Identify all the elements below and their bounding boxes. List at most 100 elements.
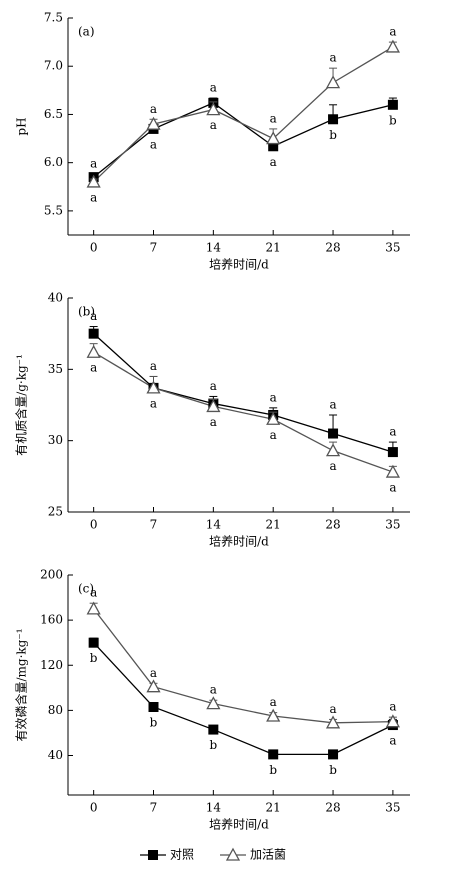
x-tick-label: 0 (90, 518, 98, 532)
x-tick-label: 35 (385, 518, 400, 532)
significance-letter: a (150, 666, 157, 680)
y-tick-label: 7.5 (44, 11, 63, 25)
y-tick-label: 7.0 (44, 59, 63, 73)
significance-letter: a (329, 397, 336, 411)
marker-triangle (325, 443, 341, 457)
legend-label: 对照 (170, 848, 194, 862)
significance-letter: a (210, 118, 217, 132)
y-tick-label: 35 (48, 362, 63, 376)
x-tick-label: 21 (266, 241, 281, 255)
y-tick-label: 40 (48, 748, 63, 762)
marker-square (268, 141, 279, 152)
x-tick-label: 28 (325, 241, 340, 255)
marker-triangle (385, 39, 400, 53)
marker-triangle (266, 131, 281, 145)
panel-label: (b) (78, 305, 95, 319)
significance-letter: a (270, 155, 277, 169)
y-tick-label: 120 (40, 658, 63, 672)
x-tick-label: 7 (150, 801, 158, 815)
x-tick-label: 28 (325, 801, 340, 815)
marker-triangle (86, 174, 101, 188)
marker-square (148, 702, 159, 712)
significance-letter: a (150, 137, 157, 151)
series-line (93, 333, 394, 453)
y-tick-label: 6.0 (44, 155, 63, 169)
significance-letter: a (90, 190, 97, 204)
significance-letter: a (329, 51, 336, 65)
marker-triangle (325, 75, 341, 89)
y-tick-label: 25 (48, 505, 63, 519)
panel-label: (a) (78, 25, 95, 39)
series-line (93, 102, 394, 178)
series-line (93, 608, 393, 724)
x-axis-label: 培养时间/d (209, 257, 269, 272)
significance-letter: a (270, 111, 277, 125)
marker-square (328, 428, 339, 439)
marker-square (208, 724, 219, 735)
marker-square (387, 99, 398, 110)
series-line (93, 642, 394, 756)
x-tick-label: 14 (206, 241, 222, 255)
y-tick-label: 5.5 (44, 203, 63, 217)
marker-triangle (266, 411, 281, 425)
marker-square (268, 749, 279, 760)
marker-triangle (146, 679, 161, 693)
significance-letter: b (210, 738, 218, 752)
significance-letter: a (389, 425, 396, 439)
y-tick-label: 200 (40, 568, 63, 582)
x-tick-label: 35 (385, 241, 400, 255)
marker-triangle (86, 601, 101, 615)
y-axis-label: 有效磷含量/mg·kg⁻¹ (14, 628, 29, 741)
marker-triangle (385, 714, 400, 728)
x-tick-label: 14 (206, 801, 222, 815)
marker-square (88, 328, 99, 339)
x-tick-label: 7 (150, 241, 158, 255)
x-axis-label: 培养时间/d (209, 817, 269, 832)
y-tick-label: 6.5 (44, 107, 63, 121)
marker-square (328, 114, 339, 125)
y-tick-label: 160 (40, 613, 63, 627)
significance-letter: a (329, 459, 336, 473)
significance-letter: a (389, 734, 396, 748)
significance-letter: a (90, 586, 97, 600)
panel-label: (c) (78, 582, 94, 596)
significance-letter: a (270, 390, 277, 404)
marker-triangle (385, 464, 400, 478)
significance-letter: a (90, 309, 97, 323)
significance-letter: a (210, 415, 217, 429)
significance-letter: a (90, 361, 97, 375)
legend-label: 加活菌 (250, 848, 286, 862)
marker-square (328, 749, 339, 760)
significance-letter: a (389, 481, 396, 495)
significance-letter: b (150, 716, 158, 730)
significance-letter: a (150, 359, 157, 373)
significance-letter: a (90, 157, 97, 171)
x-tick-label: 0 (90, 801, 98, 815)
marker-triangle (325, 715, 341, 729)
significance-letter: a (210, 683, 217, 697)
significance-letter: a (389, 700, 396, 714)
marker-square (387, 447, 398, 458)
significance-letter: b (269, 763, 277, 777)
x-tick-label: 28 (325, 518, 340, 532)
significance-letter: a (150, 102, 157, 116)
series-line (93, 351, 394, 473)
marker-triangle (146, 116, 161, 130)
x-axis-label: 培养时间/d (209, 534, 269, 549)
significance-letter: a (210, 379, 217, 393)
x-tick-label: 14 (206, 518, 222, 532)
marker-square (88, 637, 99, 648)
x-tick-label: 21 (266, 518, 281, 532)
y-tick-label: 40 (48, 291, 63, 305)
y-axis-label: 有机质含量/g·kg⁻¹ (14, 354, 29, 456)
marker-triangle (266, 708, 281, 722)
marker-triangle (86, 344, 101, 358)
x-tick-label: 0 (90, 241, 98, 255)
significance-letter: b (329, 763, 337, 777)
significance-letter: b (329, 128, 337, 142)
x-tick-label: 35 (385, 801, 400, 815)
y-axis-label: pH (15, 117, 29, 135)
significance-letter: a (270, 695, 277, 709)
x-tick-label: 7 (150, 518, 158, 532)
